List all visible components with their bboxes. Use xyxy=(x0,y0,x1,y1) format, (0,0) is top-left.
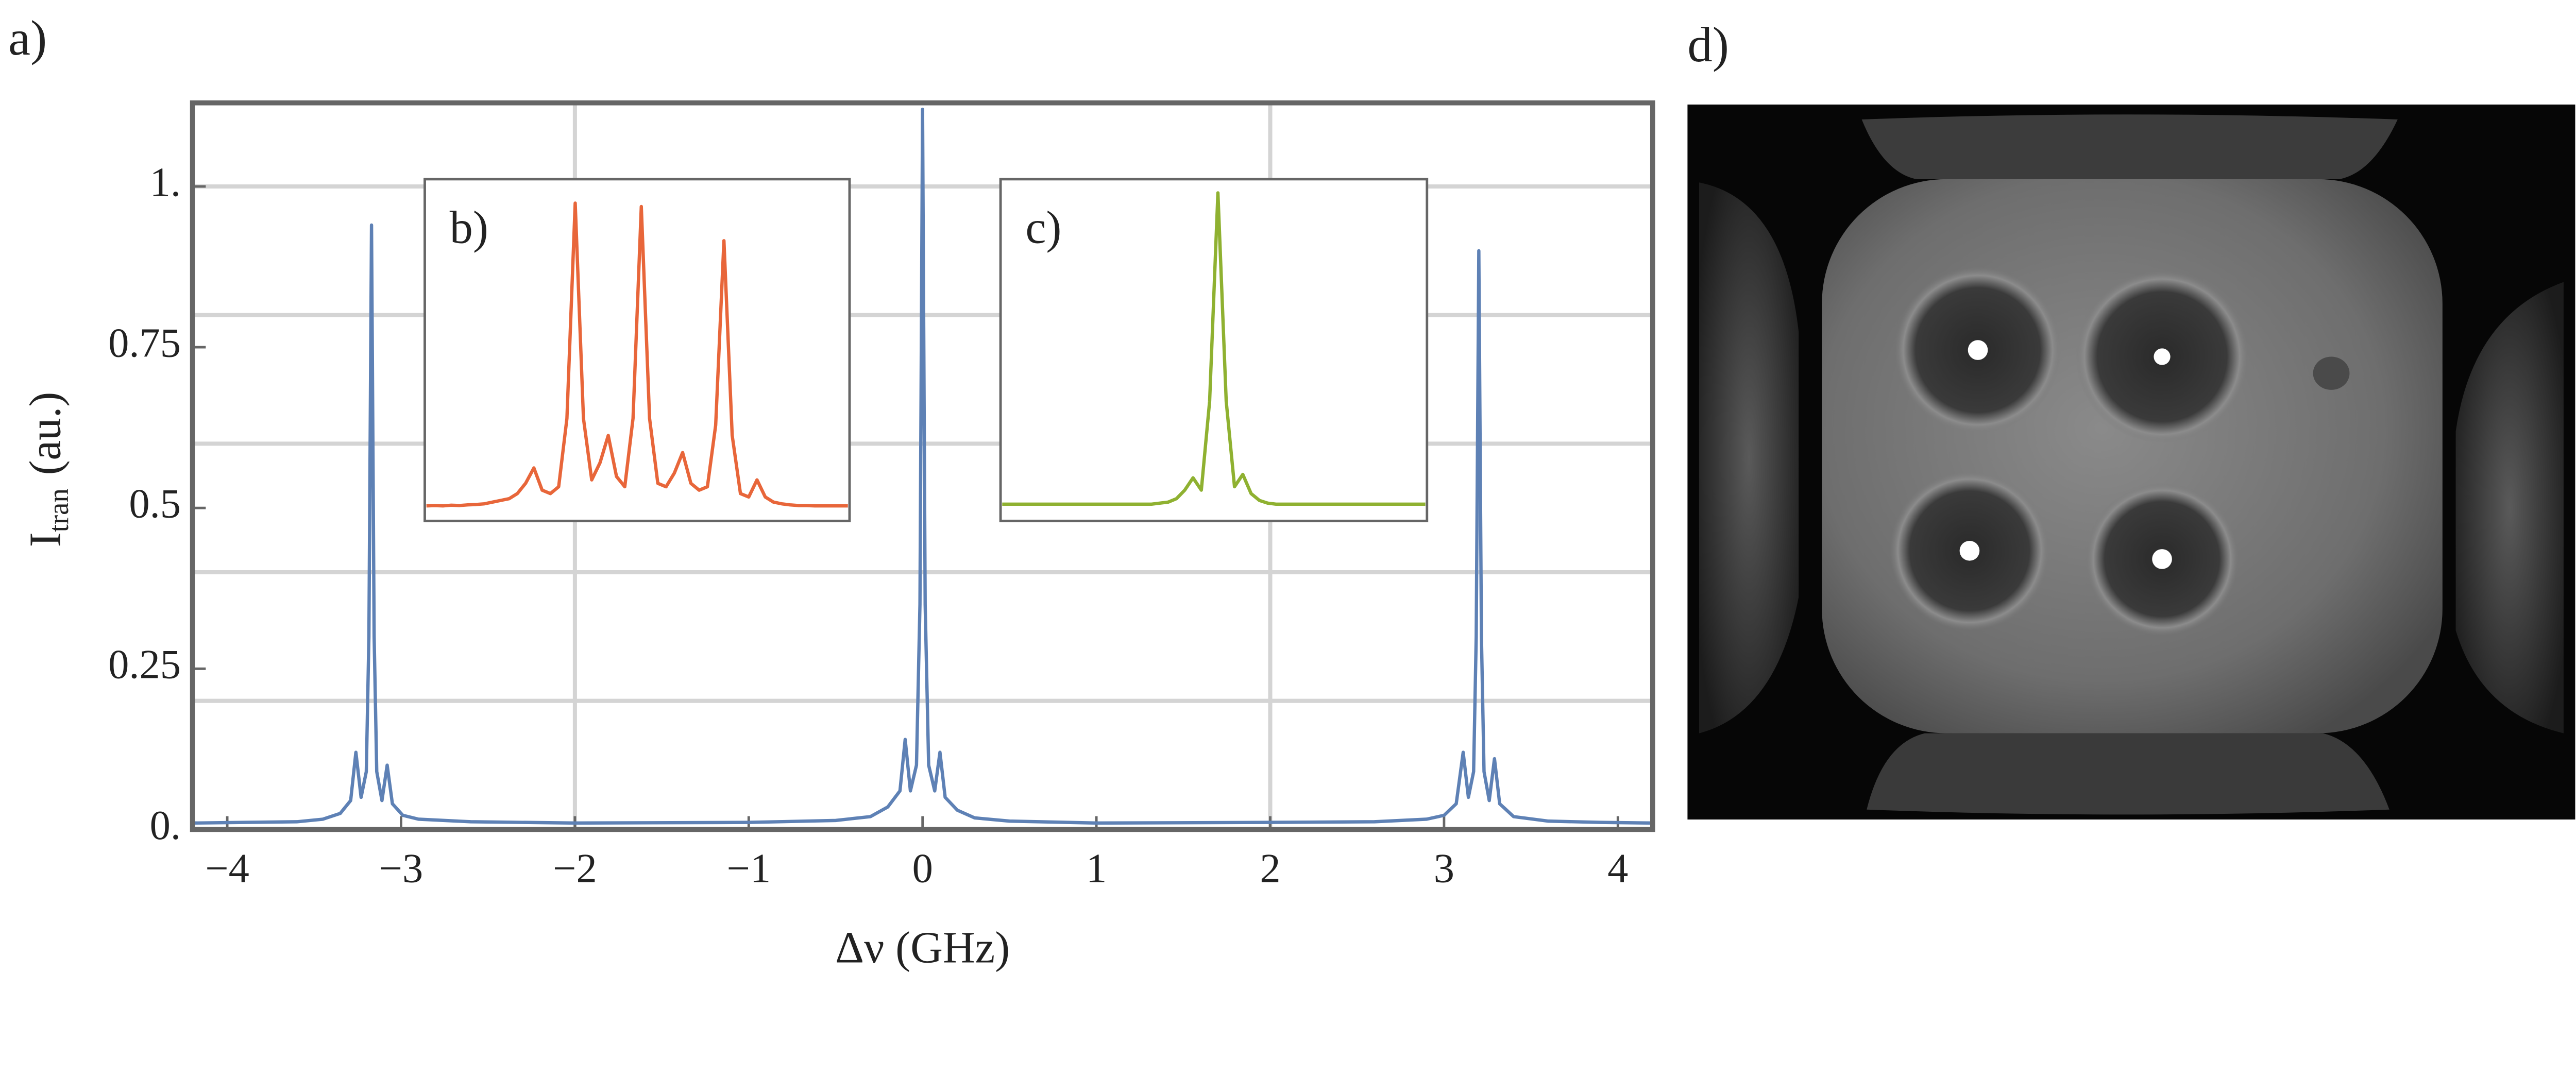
y-tick-label: 0. xyxy=(150,802,181,848)
panel-label: b) xyxy=(450,202,488,253)
line-series xyxy=(426,201,848,508)
plate xyxy=(1822,179,2443,733)
y-tick-label: 0.5 xyxy=(129,481,181,527)
y-tick-label: 0.75 xyxy=(108,320,181,366)
spot xyxy=(2152,549,2172,569)
line-series xyxy=(1002,191,1426,506)
y-axis-label-sub: tran xyxy=(43,488,74,532)
spot xyxy=(1959,540,1980,561)
defect xyxy=(2313,356,2350,390)
y-axis-label-main: I xyxy=(21,532,70,547)
left-window xyxy=(1699,182,1799,733)
x-tick-label: 4 xyxy=(1607,846,1628,892)
top-window xyxy=(1861,114,2398,179)
x-tick-label: −3 xyxy=(379,846,423,892)
right-window xyxy=(2455,282,2564,733)
spot xyxy=(1968,340,1988,360)
line-series xyxy=(192,107,1653,825)
x-axis-label: Δν (GHz) xyxy=(835,923,1010,972)
panel-label: a) xyxy=(8,10,47,65)
camera-image xyxy=(1687,104,2575,820)
panel-label: c) xyxy=(1025,202,1061,253)
y-tick-label: 0.25 xyxy=(108,642,181,688)
x-tick-label: 0 xyxy=(912,846,933,892)
x-tick-label: 2 xyxy=(1260,846,1280,892)
panel-label: d) xyxy=(1687,17,1728,72)
x-tick-label: −1 xyxy=(726,846,771,892)
x-tick-label: −4 xyxy=(205,846,249,892)
inset-frame xyxy=(999,178,1429,522)
x-tick-label: 1 xyxy=(1086,846,1107,892)
bottom-window xyxy=(1867,733,2389,815)
x-tick-label: 3 xyxy=(1434,846,1454,892)
plot-frame xyxy=(190,100,1655,832)
x-tick-label: −2 xyxy=(553,846,597,892)
spot xyxy=(2154,348,2171,365)
y-tick-label: 1. xyxy=(150,159,181,205)
y-axis-label-unit: (au.) xyxy=(21,392,70,475)
y-axis-label: Itran (au.) xyxy=(21,392,74,548)
